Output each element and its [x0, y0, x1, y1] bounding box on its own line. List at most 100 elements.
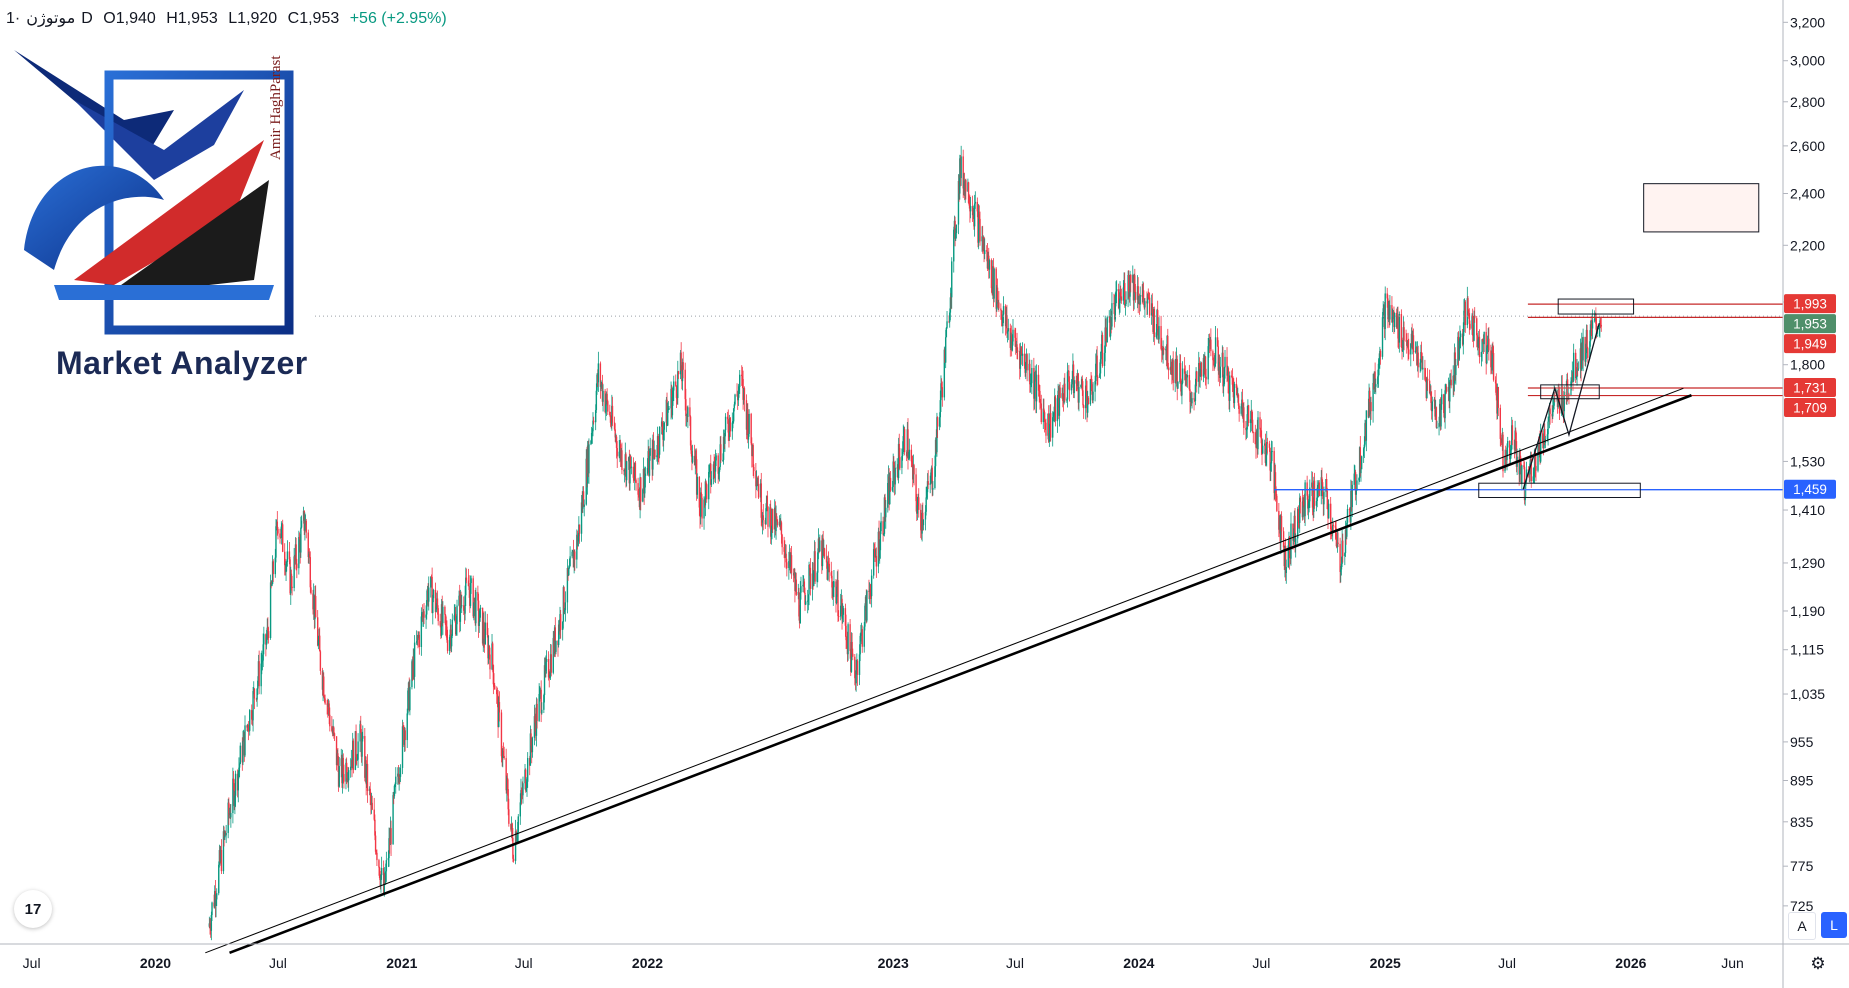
candle-body	[1525, 469, 1528, 481]
candle-body	[568, 567, 570, 576]
candle-body	[1124, 304, 1127, 306]
candle-body	[247, 724, 250, 731]
candle-body	[331, 726, 333, 731]
candle-body	[713, 464, 715, 468]
candle-body	[431, 576, 433, 613]
candle-body	[993, 268, 995, 299]
candle-body	[996, 287, 999, 303]
candle-body	[269, 582, 272, 638]
candle-body	[1502, 434, 1504, 472]
candle-body	[266, 627, 268, 638]
candle-body	[1084, 385, 1087, 409]
candle-body	[856, 660, 859, 675]
candle-body	[971, 206, 974, 216]
candle-body	[817, 552, 819, 573]
zone-box	[1557, 298, 1635, 315]
candle-body	[1443, 394, 1445, 414]
candle-body	[1302, 500, 1304, 518]
candle-body	[741, 374, 743, 377]
candle-body	[1523, 465, 1525, 467]
candle-body	[1408, 349, 1410, 355]
chart-settings-icon[interactable]: ⚙	[1810, 954, 1826, 973]
candle-body	[1449, 380, 1451, 402]
auto-scale-button[interactable]: A	[1788, 912, 1816, 940]
candle-body	[1204, 356, 1207, 377]
candle-body	[1398, 314, 1401, 343]
candle-body	[1167, 367, 1170, 371]
candle-body	[416, 635, 419, 642]
candle-body	[1251, 410, 1253, 420]
candle-body	[1236, 387, 1238, 396]
candle-body	[830, 572, 832, 576]
candle-body	[1506, 447, 1508, 461]
y-tick-label: 725	[1790, 898, 1814, 914]
candle-body	[483, 621, 485, 639]
candle-body	[708, 471, 710, 500]
candle-body	[230, 813, 232, 818]
candle-body	[1181, 368, 1184, 384]
candle-body	[345, 762, 348, 780]
candle-body	[710, 479, 713, 485]
candle-body	[842, 608, 845, 615]
candle-body	[661, 421, 664, 432]
candle-body	[1344, 529, 1347, 554]
candle-body	[467, 580, 470, 587]
candle-body	[439, 621, 441, 626]
candle-body	[809, 567, 812, 589]
x-tick-label: Jul	[515, 955, 533, 971]
candle-body	[536, 703, 538, 721]
candle-body	[837, 616, 840, 618]
candle-body	[464, 595, 466, 614]
candle-body	[1188, 374, 1191, 390]
candle-body	[1546, 434, 1549, 439]
candle-body	[1099, 359, 1102, 374]
candle-body	[1455, 364, 1457, 376]
candle-body	[349, 766, 352, 771]
candle-body	[309, 557, 311, 588]
candle-body	[498, 701, 501, 713]
candle-body	[580, 502, 583, 534]
candle-body	[591, 431, 594, 433]
candle-body	[1070, 384, 1073, 391]
candle-body	[1264, 443, 1267, 463]
interval-label[interactable]: 1D	[6, 10, 93, 27]
candle-body	[1316, 487, 1318, 502]
candle-body	[1227, 368, 1230, 394]
candle-body	[1391, 305, 1393, 323]
candle-body	[1144, 301, 1146, 308]
candle-body	[1454, 352, 1456, 376]
candle-body	[621, 450, 623, 470]
candle-body	[766, 495, 769, 507]
price-label-box	[1784, 397, 1836, 417]
candle-body	[1577, 367, 1579, 370]
candle-body	[489, 654, 491, 670]
candle-body	[517, 816, 519, 833]
candle-body	[878, 531, 880, 558]
candle-body	[1251, 419, 1254, 432]
candle-body	[927, 481, 929, 485]
zone-box	[1643, 183, 1760, 233]
candle-body	[1325, 479, 1328, 491]
candle-body	[885, 507, 887, 518]
candle-body	[366, 763, 369, 791]
candle-body	[319, 635, 321, 652]
candle-body	[1247, 405, 1250, 423]
candle-body	[276, 521, 279, 529]
candle-body	[770, 530, 773, 537]
candle-body	[953, 229, 955, 262]
candle-body	[1105, 327, 1107, 341]
tradingview-logo-icon[interactable]: 17	[14, 890, 52, 928]
candle-body	[1599, 320, 1602, 325]
y-tick-label: 775	[1790, 858, 1814, 874]
log-scale-button[interactable]: L	[1821, 912, 1847, 938]
candle-body	[767, 506, 769, 527]
candle-body	[1340, 569, 1342, 572]
candle-body	[218, 864, 220, 894]
candle-body	[775, 516, 777, 532]
candle-body	[1570, 380, 1573, 382]
candle-body	[543, 665, 546, 696]
candle-body	[456, 605, 458, 625]
drawings[interactable]	[205, 183, 1783, 955]
symbol-name[interactable]: موتوژن	[26, 10, 76, 27]
